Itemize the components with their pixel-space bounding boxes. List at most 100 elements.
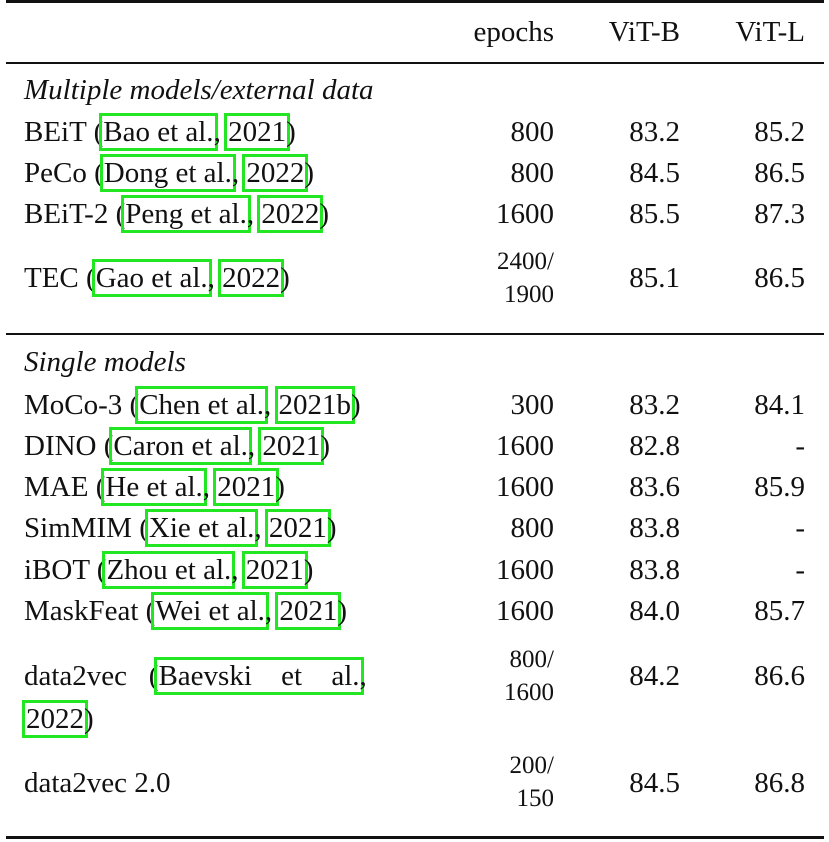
- citation-author-link[interactable]: Dong et al.: [99, 154, 236, 192]
- vit-b-cell: 84.0: [629, 595, 680, 627]
- citation-year-link[interactable]: 2022: [22, 700, 88, 738]
- header-epochs: epochs: [473, 16, 554, 48]
- comma: ,: [231, 157, 240, 189]
- header-vit-l: ViT-L: [735, 16, 805, 48]
- vit-l-cell: 86.6: [754, 660, 805, 692]
- vit-l-cell: 85.7: [754, 595, 805, 627]
- vit-l-cell: 84.1: [754, 389, 805, 421]
- table-row-model: TEC (Gao et al., 2022): [24, 259, 290, 297]
- table-row-model: SimMIM (Xie et al., 2021): [24, 509, 337, 547]
- citation-author-link[interactable]: Gao et al.: [91, 259, 212, 297]
- model-name: MaskFeat: [24, 595, 139, 627]
- citation-author-link[interactable]: Peng et al.: [121, 195, 251, 233]
- comma: ,: [246, 198, 255, 230]
- paren: ): [286, 116, 296, 148]
- paren: ): [304, 157, 314, 189]
- citation-year-link[interactable]: 2021: [264, 509, 331, 547]
- epochs-cell: 1600: [496, 595, 554, 627]
- comma: ,: [254, 512, 262, 544]
- vit-b-cell: 84.5: [629, 767, 680, 799]
- vit-l-cell: -: [795, 554, 805, 586]
- model-name: MAE: [24, 471, 89, 503]
- table-row-model: data2vec 2.0: [24, 767, 171, 799]
- vit-l-cell: 86.5: [754, 157, 805, 189]
- citation-author-link[interactable]: Zhou et al.: [102, 551, 236, 589]
- citation-author-link[interactable]: Baevski et al.: [154, 657, 364, 695]
- vit-l-cell: 85.9: [754, 471, 805, 503]
- section-title-single: Single models: [24, 346, 186, 378]
- table-row-model: MaskFeat (Wei et al., 2021): [24, 592, 347, 630]
- paren: (: [139, 512, 149, 544]
- epochs-cell: 1600: [496, 430, 554, 462]
- paren: (: [103, 430, 114, 462]
- model-name: SimMIM: [24, 512, 132, 544]
- header-vit-b: ViT-B: [608, 16, 680, 48]
- citation-author-link[interactable]: Chen et al.: [135, 386, 269, 424]
- table-row-model: BEiT-2 (Peng et al., 2022): [24, 195, 329, 233]
- vit-b-cell: 83.2: [629, 389, 680, 421]
- paren: ): [326, 512, 337, 544]
- citation-year-link[interactable]: 2022: [242, 154, 309, 192]
- epochs-cell: 1600: [496, 198, 554, 230]
- paren: (: [93, 116, 104, 148]
- citation-year-link[interactable]: 2021: [213, 468, 280, 506]
- model-name: TEC: [24, 262, 79, 294]
- comma: ,: [247, 430, 256, 462]
- epochs-cell: 1600: [496, 554, 554, 586]
- vit-b-cell: 85.1: [629, 262, 680, 294]
- epochs-cell: 800: [510, 157, 555, 189]
- vit-b-cell: 82.8: [629, 430, 680, 462]
- citation-author-link[interactable]: Xie et al.: [144, 509, 259, 547]
- vit-b-cell: 83.8: [629, 512, 680, 544]
- citation-author-link[interactable]: Bao et al.: [99, 113, 218, 151]
- comma: ,: [359, 660, 367, 692]
- epochs-cell-line2: 1900: [504, 281, 554, 308]
- citation-author-link[interactable]: He et al.: [101, 468, 207, 506]
- citation-year-link[interactable]: 2022: [257, 195, 324, 233]
- comma: ,: [207, 262, 215, 294]
- epochs-cell: 1600: [496, 471, 554, 503]
- model-name: DINO: [24, 430, 97, 462]
- epochs-cell: 800: [510, 512, 555, 544]
- paren: (: [145, 595, 156, 627]
- paren: (: [94, 157, 104, 189]
- paren: ): [280, 262, 290, 294]
- citation-year-link[interactable]: 2021: [275, 592, 342, 630]
- citation-year-link[interactable]: 2021b: [274, 386, 356, 424]
- comma: ,: [202, 471, 211, 503]
- epochs-cell: 300: [510, 389, 555, 421]
- citation-author-link[interactable]: Wei et al.: [151, 592, 269, 630]
- paren: ): [320, 430, 331, 462]
- model-name: data2vec: [24, 660, 128, 692]
- citation-year-link[interactable]: 2021: [224, 113, 291, 151]
- vit-b-cell: 83.6: [629, 471, 680, 503]
- citation-author-link[interactable]: Caron et al.: [109, 427, 252, 465]
- top-rule: [6, 0, 824, 3]
- table-row-model: MoCo-3 (Chen et al., 2021b): [24, 386, 361, 424]
- table-row-model-cont: 2022): [22, 700, 94, 738]
- paren: ): [84, 703, 94, 735]
- table-row-model: BEiT (Bao et al., 2021): [24, 113, 296, 151]
- comma: ,: [213, 116, 221, 148]
- epochs-cell-line1: 800/: [509, 646, 554, 673]
- model-name: iBOT: [24, 554, 90, 586]
- vit-b-cell: 84.5: [629, 157, 680, 189]
- table-row-model: data2vec (Baevski et al.,: [24, 657, 367, 695]
- citation-year-link[interactable]: 2022: [218, 259, 285, 297]
- citation-year-link[interactable]: 2021: [241, 551, 308, 589]
- vit-l-cell: -: [795, 430, 805, 462]
- comma: ,: [264, 389, 272, 421]
- section-title-multiple: Multiple models/external data: [24, 74, 374, 106]
- vit-l-cell: 87.3: [754, 198, 805, 230]
- paren: ): [303, 554, 314, 586]
- header-rule: [6, 62, 824, 64]
- vit-b-cell: 85.5: [629, 198, 680, 230]
- model-name: PeCo: [24, 157, 87, 189]
- model-name: BEiT: [24, 116, 87, 148]
- paren: (: [86, 262, 96, 294]
- table-row-model: PeCo (Dong et al., 2022): [24, 154, 314, 192]
- table-row-model: MAE (He et al., 2021): [24, 468, 285, 506]
- citation-year-link[interactable]: 2021: [258, 427, 325, 465]
- epochs-cell-line2: 150: [516, 785, 555, 812]
- comma: ,: [264, 595, 273, 627]
